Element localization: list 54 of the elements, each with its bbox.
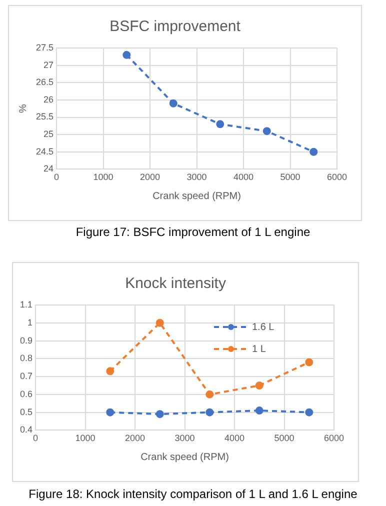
x-tick-label: 4000 <box>233 172 254 182</box>
point <box>255 406 264 415</box>
y-tick-label: 0.5 <box>20 406 33 417</box>
x-axis-title: Crank speed (RPM) <box>140 452 229 463</box>
x-tick-label: 5000 <box>280 172 300 182</box>
y-tick-label: 24.5 <box>36 146 54 156</box>
point <box>106 367 114 376</box>
x-tick-label: 0 <box>33 433 38 444</box>
y-tick-label: 26 <box>44 94 54 104</box>
y-tick-label: 1.1 <box>20 299 33 310</box>
x-tick-label: 6000 <box>326 172 348 182</box>
point <box>156 318 164 327</box>
caption: Figure 18: Knock intensity comparison of 1 L and 1.6 L engine <box>28 487 358 501</box>
x-tick-label: 4000 <box>224 433 245 444</box>
y-tick-label: 26.5 <box>36 77 54 88</box>
point <box>255 381 264 390</box>
legend-label: 1 L <box>252 344 266 355</box>
caption: Figure 17: BSFC improvement of 1 L engine <box>74 225 312 239</box>
x-tick-label: 3000 <box>174 433 195 444</box>
point <box>206 408 214 416</box>
point <box>262 127 271 136</box>
point <box>169 99 178 108</box>
x-tick-label: 1000 <box>75 433 96 444</box>
x-tick-label: 0 <box>54 172 60 182</box>
point <box>156 410 164 418</box>
x-tick-label: 2000 <box>124 433 146 444</box>
x-tick-label: 6000 <box>324 433 344 444</box>
y-tick-label: 0.7 <box>20 371 33 382</box>
legend-label: 1.6 L <box>252 322 275 333</box>
y-tick-label: 25 <box>44 129 54 140</box>
y-tick-label: 0.6 <box>20 388 33 399</box>
y-tick-label: 25.5 <box>36 112 54 122</box>
y-tick-label: 27 <box>44 60 54 70</box>
x-axis-title: Crank speed (RPM) <box>152 190 241 202</box>
chart-title: Knock intensity <box>125 275 226 292</box>
y-tick-label: 27.5 <box>36 42 54 52</box>
point <box>305 358 314 366</box>
y-tick-label: 0.8 <box>20 353 33 364</box>
point <box>206 390 214 398</box>
x-tick-label: 3000 <box>186 172 207 182</box>
x-tick-label: 2000 <box>140 172 160 182</box>
y-tick-label: 0.9 <box>20 335 33 346</box>
x-tick-label: 5000 <box>274 433 294 444</box>
point <box>106 408 114 416</box>
point <box>305 408 314 416</box>
y-tick-label: 1 <box>27 317 33 328</box>
y-tick-label: 24 <box>44 164 54 174</box>
point <box>122 50 131 59</box>
point <box>310 148 318 156</box>
y-axis-title: % <box>18 104 29 114</box>
chart-title: BSFC improvement <box>110 18 242 36</box>
x-tick-label: 1000 <box>93 172 114 182</box>
point <box>216 120 224 128</box>
y-tick-label: 0.4 <box>20 424 33 435</box>
